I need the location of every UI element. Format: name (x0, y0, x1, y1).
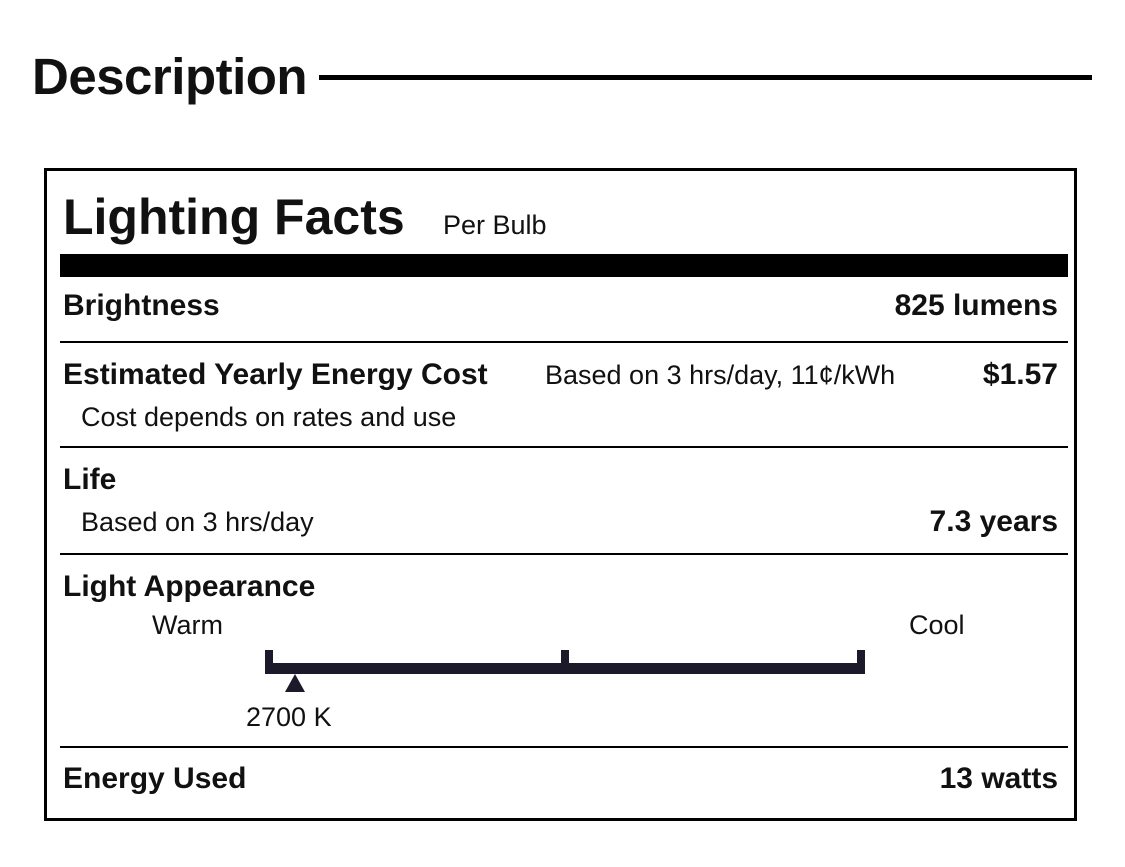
label-subtitle: Per Bulb (443, 210, 547, 240)
title-bar (60, 254, 1068, 277)
energy-cost-note: Cost depends on rates and use (81, 402, 457, 432)
color-temperature-scale (265, 650, 865, 674)
life-label: Life (63, 463, 117, 496)
section-divider (319, 74, 1092, 80)
energy-cost-basis: Based on 3 hrs/day, 11¢/kWh (545, 360, 896, 390)
brightness-value: 825 lumens (894, 289, 1058, 322)
divider-2 (60, 446, 1068, 448)
divider-1 (60, 341, 1068, 343)
lighting-facts-label: Lighting Facts Per Bulb Brightness 825 l… (44, 168, 1077, 821)
brightness-label: Brightness (63, 289, 220, 322)
divider-3 (60, 553, 1068, 555)
divider-4 (60, 746, 1068, 748)
energy-used-value: 13 watts (939, 762, 1058, 795)
energy-used-label: Energy Used (63, 762, 247, 795)
temperature-marker-icon (285, 674, 305, 692)
label-title: Lighting Facts (63, 189, 405, 245)
temperature-marker-label: 2700 K (246, 702, 332, 732)
life-note: Based on 3 hrs/day (81, 507, 314, 537)
energy-cost-label: Estimated Yearly Energy Cost (63, 358, 488, 391)
section-header: Description (32, 44, 1092, 108)
scale-tick-middle (561, 650, 569, 674)
life-value: 7.3 years (929, 505, 1058, 538)
warm-label: Warm (152, 610, 223, 640)
section-title: Description (32, 47, 308, 105)
energy-cost-value: $1.57 (982, 358, 1058, 391)
appearance-label: Light Appearance (63, 570, 316, 603)
scale-tick-start (265, 650, 273, 674)
scale-tick-end (857, 650, 865, 674)
cool-label: Cool (909, 610, 965, 640)
